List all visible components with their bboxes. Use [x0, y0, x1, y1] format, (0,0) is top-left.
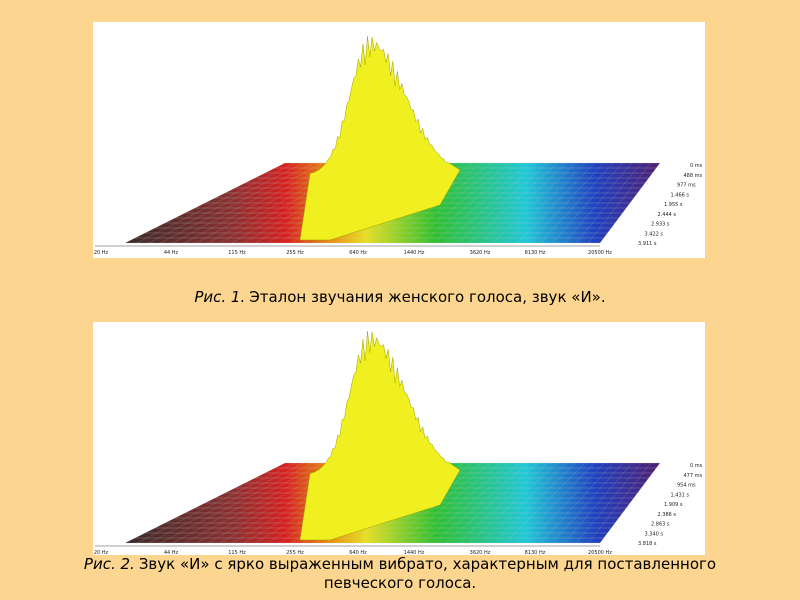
time-label: 0 ms — [690, 163, 703, 169]
frequency-label: 8130 Hz — [525, 550, 546, 556]
time-label: 1.431 s — [671, 492, 690, 498]
floor-grid — [398, 162, 501, 244]
frequency-label: 640 Hz — [349, 550, 367, 556]
floor-grid — [445, 162, 539, 244]
floor-grid — [421, 462, 520, 544]
floor-grid — [528, 162, 604, 244]
floor-grid — [469, 162, 558, 244]
frequency-label: 20500 Hz — [588, 250, 612, 256]
time-label: 3.422 s — [645, 231, 664, 237]
time-label: 1.909 s — [664, 502, 683, 508]
floor-grid — [457, 162, 548, 244]
floor-grid — [587, 162, 651, 244]
frequency-label: 20 Hz — [94, 250, 109, 256]
frequency-label: 115 Hz — [228, 550, 246, 556]
spectrum-peak — [299, 331, 461, 541]
time-label: 2.444 s — [658, 212, 677, 218]
floor-grid — [528, 462, 604, 544]
floor-grid — [576, 462, 642, 544]
floor-grid — [184, 462, 332, 544]
floor-grid — [492, 462, 576, 544]
floor-grid — [599, 162, 661, 244]
floor-grid — [576, 162, 642, 244]
floor-grid — [433, 162, 529, 244]
floor-grid — [136, 162, 295, 244]
floor-grid — [552, 462, 623, 544]
floor-grid — [124, 462, 286, 544]
floor-grid — [492, 162, 576, 244]
time-label: 3.818 s — [638, 541, 657, 547]
floor-grid — [148, 162, 304, 244]
time-label: 1.955 s — [664, 202, 683, 208]
frequency-label: 115 Hz — [228, 250, 246, 256]
floor-grid — [398, 462, 501, 544]
floor-grid — [516, 462, 595, 544]
floor-grid — [433, 462, 529, 544]
caption-2: Рис. 2. Звук «И» с ярко выраженным вибрат… — [40, 555, 760, 593]
floor-grid — [481, 462, 567, 544]
floor-grid — [504, 162, 586, 244]
floor-grid — [409, 462, 511, 544]
caption-text: Звук «И» с ярко выраженным вибрато, хара… — [138, 555, 717, 592]
time-label: 2.863 s — [651, 522, 670, 528]
time-label: 3.911 s — [638, 241, 657, 247]
floor-grid — [564, 162, 633, 244]
floor-grid — [124, 162, 286, 244]
floor-grid — [160, 162, 314, 244]
floor-grid — [564, 462, 633, 544]
frequency-label: 255 Hz — [286, 550, 304, 556]
frequency-label: 8130 Hz — [525, 250, 546, 256]
floor-grid — [457, 462, 548, 544]
time-label: 0 ms — [690, 463, 703, 469]
time-label: 488 ms — [684, 173, 703, 179]
frequency-label: 44 Hz — [164, 550, 179, 556]
time-label: 2.933 s — [651, 222, 670, 228]
floor-grid — [172, 462, 323, 544]
caption-1: Рис. 1. Эталон звучания женского голоса, … — [40, 288, 760, 307]
caption-number: Рис. 2. — [83, 555, 135, 573]
floor-grid — [184, 162, 332, 244]
frequency-label: 3620 Hz — [470, 250, 491, 256]
floor-grid — [587, 462, 651, 544]
frequency-label: 255 Hz — [286, 250, 304, 256]
time-label: 977 ms — [677, 183, 696, 189]
floor-grid — [481, 162, 567, 244]
time-label: 3.340 s — [645, 531, 664, 537]
floor-grid — [409, 162, 511, 244]
time-label: 2.386 s — [658, 512, 677, 518]
floor-grid — [552, 162, 623, 244]
frequency-label: 1440 Hz — [404, 250, 425, 256]
floor-grid — [445, 462, 539, 544]
frequency-label: 20500 Hz — [588, 550, 612, 556]
frequency-label: 44 Hz — [164, 250, 179, 256]
floor-grid — [540, 462, 614, 544]
floor-grid — [540, 162, 614, 244]
floor-grid — [421, 162, 520, 244]
floor-grid — [160, 462, 314, 544]
time-label: 1.466 s — [671, 192, 690, 198]
floor-grid — [148, 462, 304, 544]
time-label: 477 ms — [684, 473, 703, 479]
caption-number: Рис. 1. — [194, 288, 246, 306]
frequency-label: 1440 Hz — [404, 550, 425, 556]
caption-text: Эталон звучания женского голоса, звук «И… — [249, 288, 606, 306]
floor-grid — [599, 462, 661, 544]
floor-grid — [516, 162, 595, 244]
floor-grid — [136, 462, 295, 544]
floor-grid — [504, 462, 586, 544]
time-label: 954 ms — [677, 483, 696, 489]
frequency-label: 640 Hz — [349, 250, 367, 256]
frequency-label: 20 Hz — [94, 550, 109, 556]
floor-grid — [172, 162, 323, 244]
floor-grid — [469, 462, 558, 544]
frequency-label: 3620 Hz — [470, 550, 491, 556]
spectrum-peak — [299, 36, 461, 241]
